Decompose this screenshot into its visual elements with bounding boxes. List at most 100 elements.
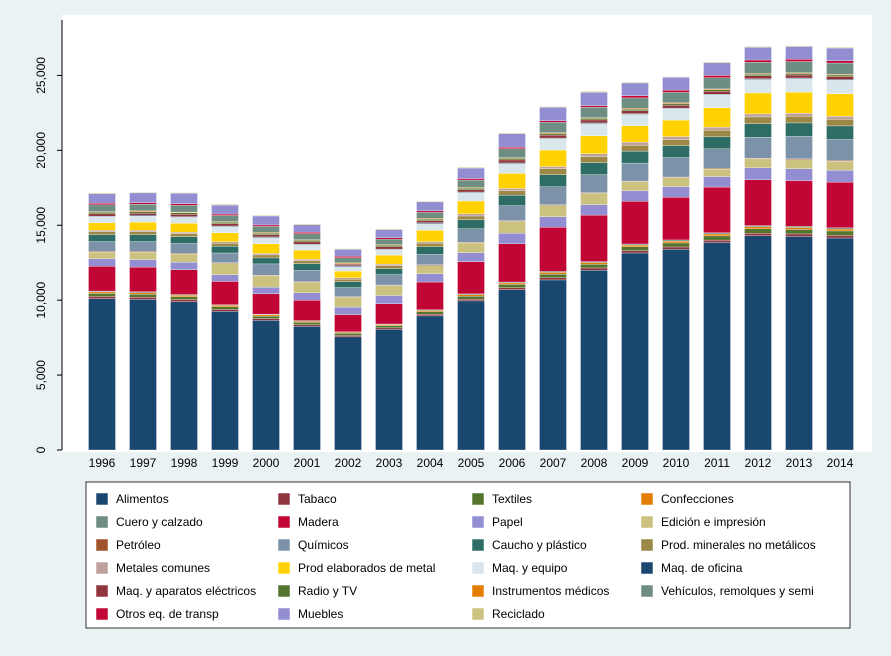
bar-segment: [457, 178, 485, 181]
bar-segment: [293, 232, 321, 234]
legend-swatch: [277, 584, 291, 598]
bar-segment: [252, 237, 280, 244]
bar-segment: [88, 234, 116, 242]
bar-segment: [170, 205, 198, 213]
bar-segment: [129, 292, 157, 295]
bar-segment: [88, 193, 116, 204]
bar-segment: [170, 243, 198, 254]
bar-segment: [539, 149, 567, 167]
legend-swatch: [640, 538, 654, 552]
bar-segment: [621, 162, 649, 182]
bar-segment: [211, 263, 239, 275]
bar-segment: [498, 243, 526, 283]
bar-segment: [252, 233, 280, 235]
bar-segment: [334, 264, 362, 267]
bar-segment: [252, 275, 280, 288]
bar-segment: [744, 233, 772, 236]
bar-segment: [457, 294, 485, 297]
legend-label: Maq. y aparatos eléctricos: [116, 584, 256, 598]
bar-segment: [703, 91, 731, 95]
legend-label: Vehículos, remolques y semi: [661, 584, 814, 598]
bar-segment: [662, 104, 690, 109]
bar-segment: [539, 168, 567, 175]
legend-label: Maq. de oficina: [661, 561, 743, 575]
bar-segment: [703, 235, 731, 241]
bar-segment: [252, 314, 280, 317]
bar-segment: [662, 239, 690, 242]
bar-segment: [785, 46, 813, 60]
bar-segment: [211, 306, 239, 310]
bar-segment: [457, 200, 485, 214]
bar-segment: [416, 212, 444, 219]
bar-segment: [293, 258, 321, 261]
bar-segment: [703, 239, 731, 243]
bar-segment: [293, 249, 321, 260]
bar-segment: [293, 324, 321, 327]
bar-segment: [498, 284, 526, 288]
legend-label: Madera: [298, 515, 339, 529]
bar-segment: [88, 298, 116, 451]
bar-segment: [416, 246, 444, 255]
bar-segment: [826, 76, 854, 80]
bar-segment: [580, 204, 608, 216]
x-tick-label: 2008: [581, 456, 608, 470]
bar-segment: [293, 322, 321, 325]
bar-segment: [170, 295, 198, 297]
bar-segment: [498, 173, 526, 189]
bar-segment: [88, 222, 116, 231]
bar-segment: [334, 249, 362, 257]
bar-segment: [129, 215, 157, 223]
bar-segment: [826, 62, 854, 75]
bar-segment: [129, 297, 157, 300]
bar-segment: [457, 192, 485, 202]
bar-segment: [88, 251, 116, 259]
bar-segment: [621, 243, 649, 246]
bar-segment: [539, 205, 567, 217]
bar-segment: [416, 254, 444, 265]
bar-segment: [129, 241, 157, 252]
bar-segment: [88, 266, 116, 292]
bar-segment: [785, 116, 813, 124]
bar-segment: [826, 80, 854, 94]
bar-segment: [375, 249, 403, 256]
bar-segment: [457, 300, 485, 451]
bar-segment: [170, 212, 198, 215]
bar-segment: [662, 197, 690, 241]
bar-segment: [252, 286, 280, 295]
x-tick-label: 2003: [376, 456, 403, 470]
legend-swatch: [95, 538, 109, 552]
bar-segment: [170, 193, 198, 204]
bar-segment: [662, 77, 690, 91]
legend-label: Instrumentos médicos: [492, 584, 609, 598]
bar-segment: [170, 203, 198, 206]
bar-segment: [293, 241, 321, 245]
bar-segment: [457, 219, 485, 229]
bar-segment: [498, 158, 526, 161]
bar-segment: [785, 227, 813, 230]
legend-label: Otros eq. de transp: [116, 607, 219, 621]
bar-segment: [293, 292, 321, 301]
bar-segment: [621, 246, 649, 251]
bar-segment: [785, 180, 813, 227]
x-tick-label: 2009: [622, 456, 649, 470]
bar-segment: [252, 253, 280, 256]
bar-segment: [211, 222, 239, 224]
bar-segment: [580, 156, 608, 163]
bar-segment: [88, 204, 116, 212]
bar-segment: [621, 181, 649, 191]
bar-segment: [457, 167, 485, 169]
bar-segment: [457, 167, 485, 179]
bar-segment: [744, 167, 772, 181]
bar-segment: [662, 139, 690, 146]
bar-segment: [580, 107, 608, 118]
bar-segment: [580, 92, 608, 106]
bar-segment: [88, 258, 116, 267]
bar-segment: [252, 254, 280, 259]
bar-segment: [170, 253, 198, 263]
bar-segment: [580, 119, 608, 124]
bar-segment: [457, 228, 485, 243]
bar-segment: [744, 158, 772, 169]
bar-segment: [334, 333, 362, 336]
bar-segment: [416, 273, 444, 283]
bar-segment: [211, 226, 239, 233]
